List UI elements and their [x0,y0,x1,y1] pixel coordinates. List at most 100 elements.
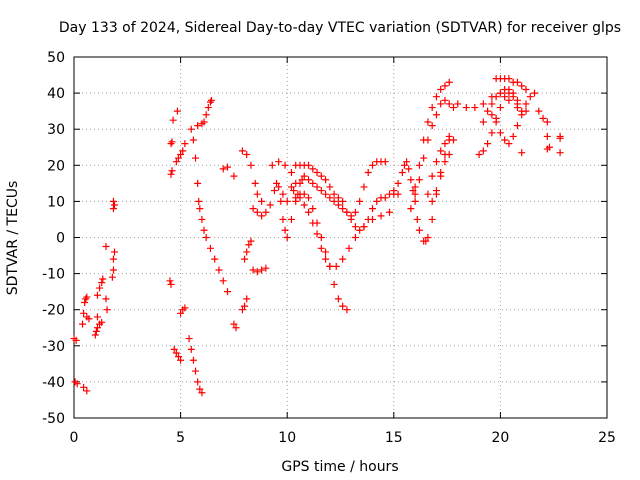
series-arc-11 [238,237,255,314]
data-point [194,179,202,187]
data-point [305,161,313,169]
data-point [405,165,413,173]
data-point [428,172,436,180]
data-point [111,248,119,256]
series-arc-20 [407,78,453,213]
y-tick-label: 50 [47,50,65,66]
data-point [432,158,440,166]
data-point [258,197,266,205]
data-point [381,158,389,166]
data-point [488,111,496,119]
data-point [445,132,453,140]
data-point [556,134,564,142]
data-point [279,215,287,223]
data-point [232,324,240,332]
data-point [80,383,88,391]
data-point [305,176,313,184]
data-point [428,122,436,130]
data-point [238,306,246,314]
data-point [432,93,440,101]
series-arc-02 [79,293,93,328]
data-point [200,226,208,234]
series-arc-23 [428,150,453,205]
data-point [364,215,372,223]
data-point [351,208,359,216]
data-point [317,234,325,241]
data-point [339,255,347,263]
data-point [98,318,106,326]
data-point [432,187,440,195]
series-arc-04 [102,197,119,314]
data-point [313,230,321,238]
data-point [400,161,408,169]
data-point [479,118,487,126]
data-point [322,248,330,256]
data-point [109,255,117,263]
data-point [445,150,453,158]
data-point [428,197,436,205]
data-point [454,100,462,108]
data-point [462,104,470,112]
data-point [347,212,355,220]
data-point [275,183,283,191]
data-point [313,169,321,177]
series-arc-26 [479,85,526,126]
data-point [249,266,257,274]
data-point [437,172,445,180]
data-point [492,93,500,101]
data-point [243,295,251,303]
data-point [283,234,291,241]
data-point [556,149,564,157]
data-point [441,158,449,166]
data-point [484,140,492,148]
data-point [296,179,304,187]
data-point [187,345,195,353]
data-point [179,147,187,155]
data-point [270,187,278,195]
data-point [488,129,496,137]
data-point [172,349,180,357]
data-point [80,309,88,317]
data-point [424,234,432,241]
data-point [394,190,402,198]
data-point [351,234,359,241]
series-arc-05 [166,107,181,288]
data-point [513,122,521,130]
data-point [81,298,89,306]
y-axis-label: SDTVAR / TECUs [5,181,21,296]
data-point [518,82,526,90]
data-point [531,89,539,97]
data-point [368,161,376,169]
data-point [522,85,530,93]
data-point [300,172,308,180]
data-point [275,158,283,166]
axis-ticks: -50 -40 -30 -20 -10 0 10 20 30 40 50 0 5 10 15 20 25 [42,50,616,446]
data-point [539,114,547,122]
data-point [204,104,212,112]
data-point [496,89,504,97]
data-point [211,255,219,263]
data-point [441,82,449,90]
data-point [475,150,483,158]
data-point [72,336,80,344]
data-point [437,147,445,155]
data-point [513,78,521,86]
data-point [309,165,317,173]
data-point [428,215,436,223]
data-point [345,244,353,252]
data-point [343,306,351,314]
data-point [185,335,193,343]
data-point [492,118,500,126]
chart-title: Day 133 of 2024, Sidereal Day-to-day VTE… [59,20,621,36]
data-point [415,176,423,184]
data-point [373,197,381,205]
data-point [187,125,195,133]
data-point [322,255,330,263]
series-arc-27 [488,89,539,148]
data-point [449,136,457,144]
series-arc-06 [170,304,189,364]
data-point [398,169,406,177]
data-point [317,244,325,252]
series-arc-22 [424,132,457,198]
data-point [83,293,91,301]
